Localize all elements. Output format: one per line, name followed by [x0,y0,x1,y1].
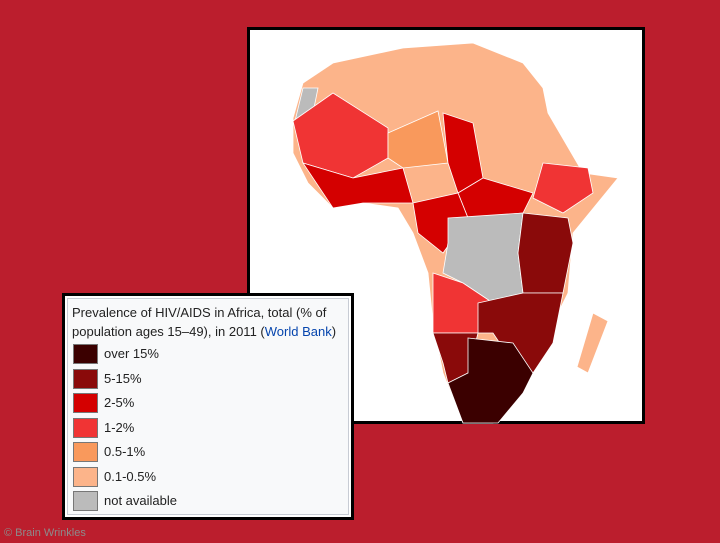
map-region [576,312,609,374]
legend-panel: Prevalence of HIV/AIDS in Africa, total … [67,298,349,515]
footer: © Brain Wrinkles [4,527,86,539]
legend-label: 5-15% [104,370,142,386]
legend-label: not available [104,493,177,508]
title-text: Prevalence of HIV/AIDS in Africa, total … [72,305,327,339]
legend-label: 0.5-1% [104,444,146,459]
map-region [517,212,574,294]
legend-swatch [73,466,98,487]
title-end: ) [331,324,337,339]
map-region [387,110,449,169]
legend: Prevalence of HIV/AIDS in Africa, total … [62,293,354,520]
legend-label: 2-5% [104,395,135,410]
legend-swatch [73,442,98,462]
legend-swatch [73,368,98,389]
africa-map [292,42,619,424]
map-frame [247,27,645,424]
map-region [447,337,534,424]
legend-label: 1-2% [104,419,135,435]
legend-label: 0.1-0.5% [104,468,157,484]
legend-swatch [73,344,98,364]
source-link[interactable]: World Bank [264,324,332,339]
legend-title: Prevalence of HIV/AIDS in Africa, total … [72,303,352,341]
legend-swatch [73,491,98,511]
legend-swatch [73,393,98,413]
legend-label: over 15% [104,346,159,361]
map-region [532,162,594,214]
legend-swatch [73,417,98,438]
